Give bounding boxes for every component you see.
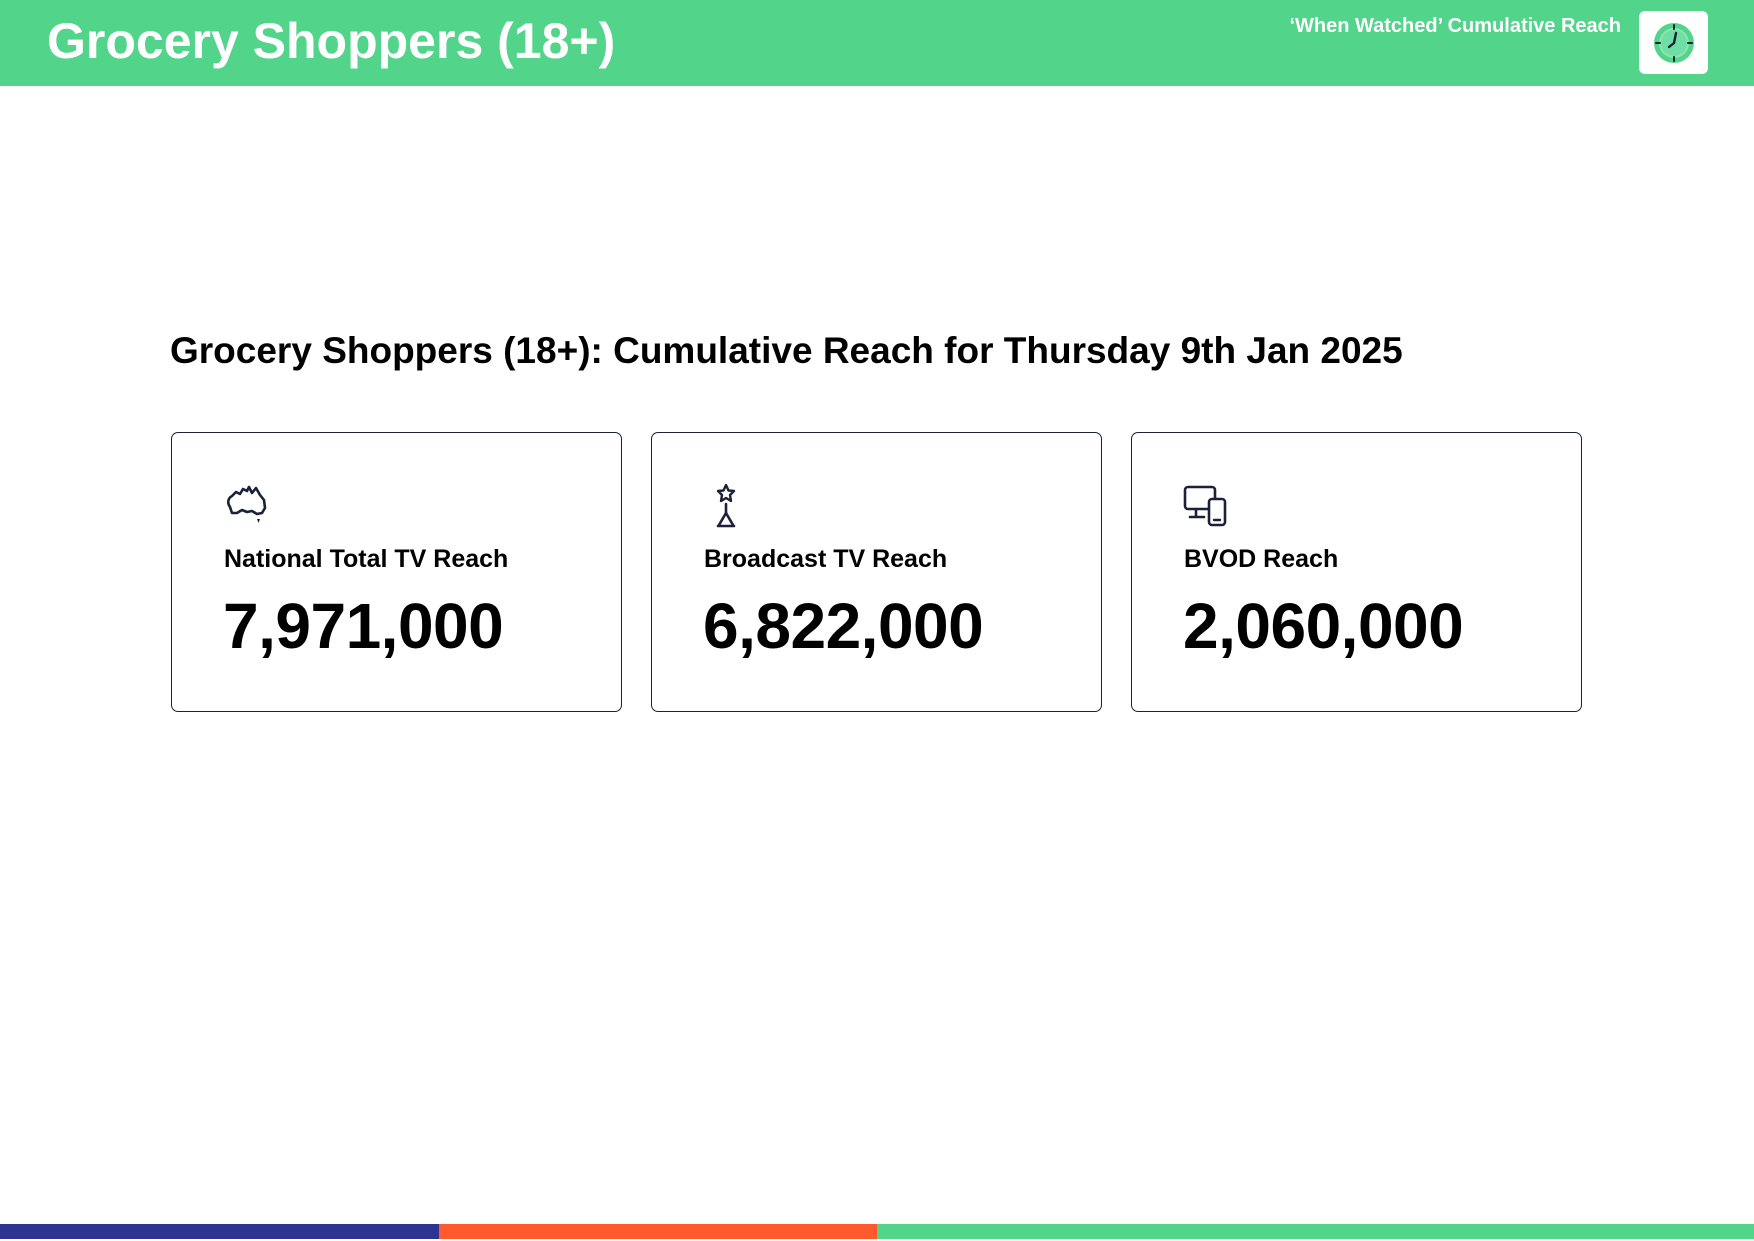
card-national-total-tv-reach: National Total TV Reach 7,971,000 bbox=[171, 432, 622, 712]
card-value: 7,971,000 bbox=[223, 590, 504, 662]
header-bar: Grocery Shoppers (18+) ‘When Watched’ Cu… bbox=[0, 0, 1754, 86]
australia-map-icon bbox=[226, 485, 267, 523]
card-label: National Total TV Reach bbox=[224, 545, 509, 573]
reach-heading: Grocery Shoppers (18+): Cumulative Reach… bbox=[170, 330, 1403, 371]
card-bvod-reach: BVOD Reach 2,060,000 bbox=[1131, 432, 1582, 712]
card-label: Broadcast TV Reach bbox=[704, 545, 948, 573]
footer-color-bar bbox=[0, 1224, 1754, 1239]
header-logo bbox=[1639, 11, 1708, 74]
header-subtitle: ‘When Watched’ Cumulative Reach bbox=[1289, 15, 1621, 37]
card-broadcast-tv-reach: Broadcast TV Reach 6,822,000 bbox=[651, 432, 1102, 712]
broadcast-tower-icon bbox=[716, 483, 736, 528]
card-label: BVOD Reach bbox=[1184, 545, 1339, 573]
card-value: 2,060,000 bbox=[1183, 590, 1464, 662]
footer-segment-orange bbox=[438, 1224, 877, 1239]
reach-cards: National Total TV Reach 7,971,000 Broadc… bbox=[171, 432, 1583, 714]
footer-segment-green bbox=[1315, 1224, 1754, 1239]
clock-icon bbox=[1653, 22, 1694, 63]
footer-segment-navy bbox=[0, 1224, 439, 1239]
page-title: Grocery Shoppers (18+) bbox=[47, 13, 616, 69]
footer-segment-green bbox=[877, 1224, 1316, 1239]
devices-icon bbox=[1183, 485, 1227, 527]
card-value: 6,822,000 bbox=[703, 590, 984, 662]
